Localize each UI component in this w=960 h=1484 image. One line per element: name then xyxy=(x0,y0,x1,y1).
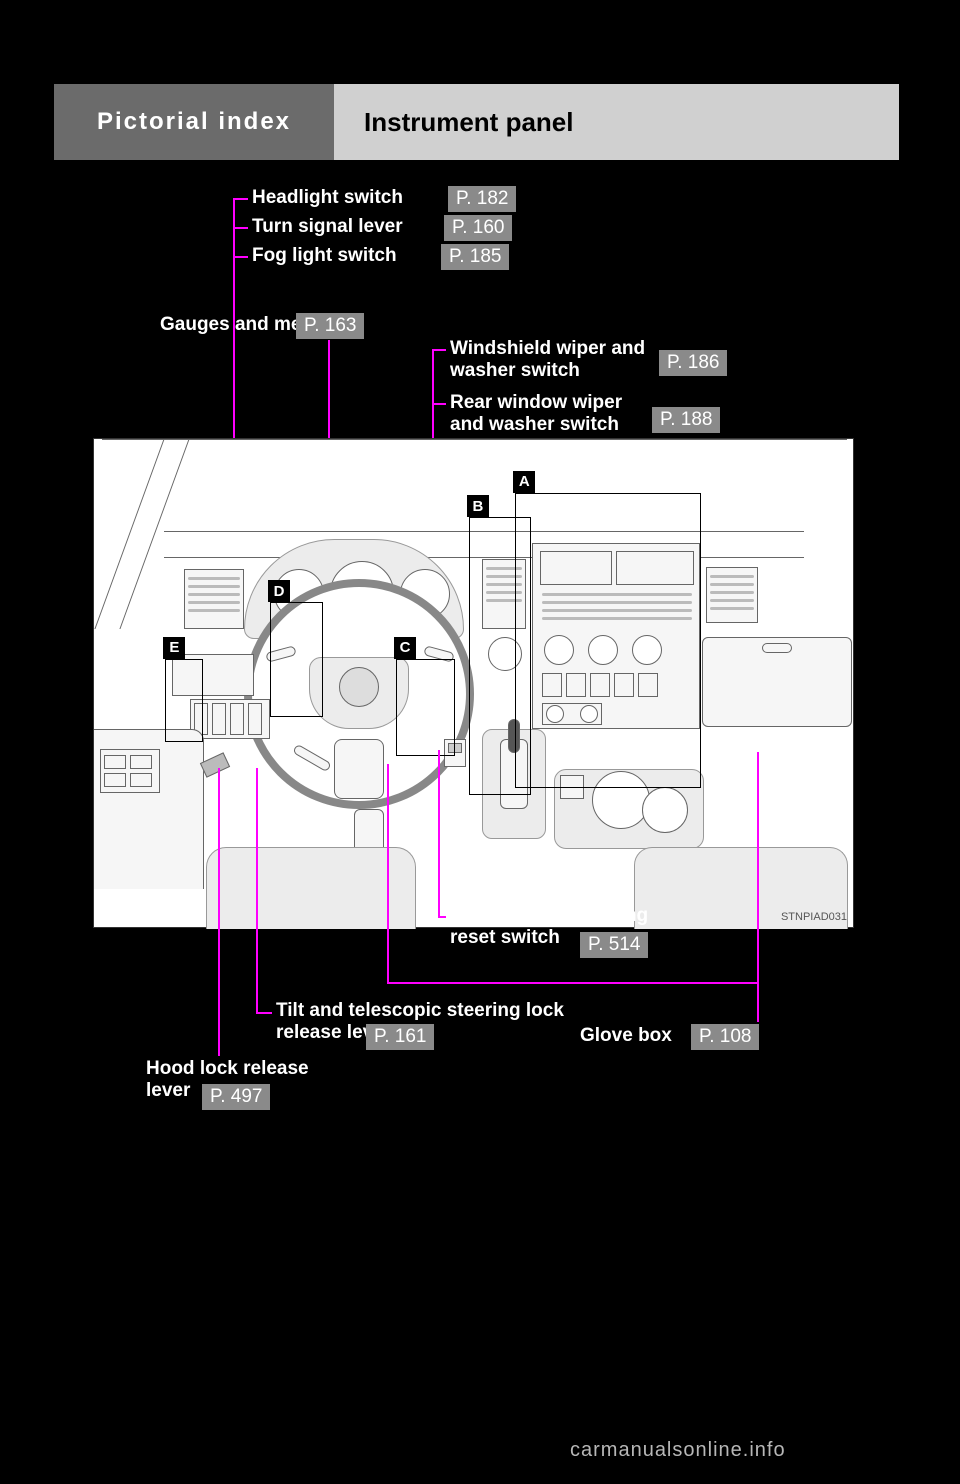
label-wiper-washer: Windshield wiper and washer switch xyxy=(450,338,660,382)
region-A xyxy=(515,493,701,788)
label-turn-signal-lever: Turn signal lever xyxy=(252,216,403,238)
pageref-headlight-switch: P. 182 xyxy=(448,186,516,212)
region-C xyxy=(396,659,455,757)
callout-line xyxy=(256,768,258,1012)
callout-line xyxy=(387,764,389,984)
pageref-hood-release: P. 497 xyxy=(202,1084,270,1110)
watermark: carmanualsonline.info xyxy=(570,1439,786,1462)
callout-line xyxy=(233,256,248,258)
page-root: Pictorial index Instrument panel Headlig… xyxy=(0,0,960,1484)
callout-line xyxy=(432,349,446,351)
label-fog-light-switch: Fog light switch xyxy=(252,245,397,267)
callout-line xyxy=(387,982,759,984)
label-rear-wiper-washer: Rear window wiper and washer switch xyxy=(450,392,650,436)
tab-instrument-panel: Instrument panel xyxy=(334,84,899,160)
callout-line xyxy=(218,768,220,1056)
region-tag-C: C xyxy=(394,637,416,659)
illustration-id: STNPIAD031 xyxy=(781,911,847,923)
label-headlight-switch: Headlight switch xyxy=(252,187,403,209)
tab-pictorial-index-label: Pictorial index xyxy=(97,108,291,136)
callout-line xyxy=(432,403,446,405)
callout-line xyxy=(233,227,248,229)
region-tag-A: A xyxy=(513,471,535,493)
region-tag-B: B xyxy=(467,495,489,517)
pageref-wiper-washer: P. 186 xyxy=(659,350,727,376)
region-B xyxy=(469,517,531,795)
pageref-glove-box: P. 108 xyxy=(691,1024,759,1050)
callout-line xyxy=(233,198,248,200)
dashboard-illustration: A B C D E STNPIAD031 xyxy=(93,438,854,928)
region-D xyxy=(270,602,323,717)
callout-line xyxy=(438,916,446,918)
pageref-tire-reset: P. 514 xyxy=(580,932,648,958)
region-E xyxy=(165,659,203,742)
tab-pictorial-index: Pictorial index xyxy=(54,84,334,160)
pageref-fog-light-switch: P. 185 xyxy=(441,244,509,270)
callout-line xyxy=(256,1012,272,1014)
label-tilt-telescopic: Tilt and telescopic steering lock releas… xyxy=(276,1000,596,1044)
tab-instrument-panel-label: Instrument panel xyxy=(364,107,573,138)
region-tag-E: E xyxy=(163,637,185,659)
pageref-tilt-telescopic: P. 161 xyxy=(366,1024,434,1050)
pageref-rear-wiper-washer: P. 188 xyxy=(652,407,720,433)
pageref-turn-signal-lever: P. 160 xyxy=(444,215,512,241)
callout-line xyxy=(438,750,440,916)
pageref-gauges-meters: P. 163 xyxy=(296,313,364,339)
region-tag-D: D xyxy=(268,580,290,602)
